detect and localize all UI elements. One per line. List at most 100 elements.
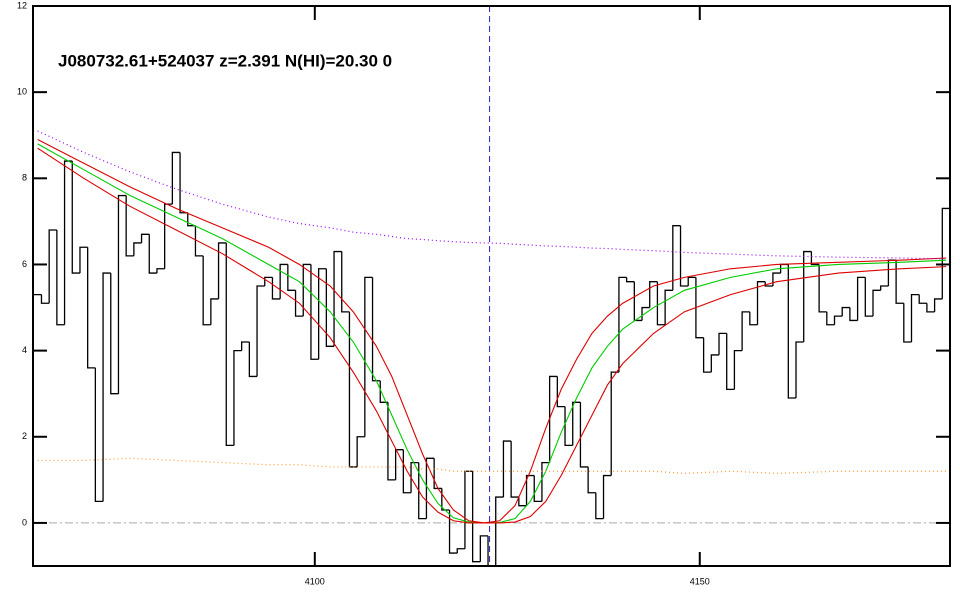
flux-step [148, 234, 157, 274]
dotted-curve [37, 130, 947, 260]
flux-step [125, 195, 134, 257]
flux-step [772, 272, 781, 286]
flux-step [225, 242, 234, 447]
flux-step [795, 341, 804, 398]
flux-step [826, 311, 835, 326]
flux-step [564, 406, 573, 447]
flux-step [140, 233, 150, 243]
flux-step [579, 402, 589, 468]
flux-step [341, 251, 350, 313]
flux-step [618, 276, 627, 373]
flux-step [533, 475, 542, 503]
flux-step [625, 277, 635, 283]
flux-step [310, 264, 319, 360]
flux-step [525, 474, 535, 506]
flux-step [664, 289, 673, 325]
flux-step [425, 457, 435, 519]
flux-step [171, 151, 181, 205]
flux-step [587, 466, 596, 494]
flux-step [556, 376, 566, 408]
flux-step [364, 276, 373, 437]
flux-step [110, 273, 119, 395]
flux-step [656, 281, 666, 326]
flux-step [864, 277, 874, 317]
y-tick-label: 0 [22, 517, 27, 527]
flux-step [548, 375, 558, 463]
flux-step [672, 225, 681, 291]
flux-step [302, 263, 311, 317]
flux-step [79, 246, 88, 274]
flux-step [679, 225, 689, 287]
flux-step [841, 306, 850, 317]
flux-step [40, 294, 50, 304]
flux-step [164, 203, 173, 269]
flux-step [756, 281, 766, 325]
flux-step [387, 402, 396, 481]
flux-step [441, 488, 450, 511]
plot-frame [32, 5, 951, 567]
flux-step [433, 458, 442, 490]
flux-step [602, 474, 612, 519]
flux-step [910, 293, 920, 342]
flux-step [880, 285, 889, 291]
y-tick-label: 6 [22, 259, 27, 269]
y-tick-label: 4 [22, 345, 27, 355]
flux-step [87, 247, 96, 369]
y-tick-label: 2 [22, 431, 27, 441]
flux-step [117, 194, 127, 394]
flux-step [194, 225, 204, 257]
flux-step [487, 535, 496, 566]
flux-step [356, 436, 365, 467]
flux-step [918, 294, 927, 304]
flux-step [856, 276, 866, 321]
flux-step [264, 276, 273, 286]
flux-step [202, 255, 211, 326]
flux-step [210, 298, 219, 325]
flux-step [818, 264, 827, 313]
flux-step [48, 229, 57, 304]
flux-step [941, 207, 950, 299]
flux-step [733, 349, 743, 390]
flux-step [718, 332, 727, 355]
x-tick-label: 4100 [305, 576, 325, 586]
flux-step [787, 264, 797, 399]
flux-step [294, 290, 304, 317]
flux-step [325, 268, 335, 347]
flux-step [710, 354, 720, 373]
flux-step [233, 349, 242, 446]
flux-step [595, 492, 604, 520]
flux-step [510, 441, 519, 498]
flux-step [102, 272, 111, 502]
flux-step [541, 461, 550, 502]
flux-step [479, 535, 489, 562]
flux-step [317, 268, 327, 360]
flux-step [333, 250, 342, 347]
flux-step [256, 285, 265, 377]
flux-step [749, 311, 758, 326]
flux-step [94, 367, 104, 503]
flux-step [872, 289, 881, 317]
flux-step [926, 303, 935, 313]
flux-step [241, 341, 250, 351]
x-tick-label: 4150 [690, 576, 710, 586]
flux-step [133, 242, 142, 256]
flux-step [849, 307, 858, 322]
flux-step [572, 401, 581, 446]
model-curve [37, 147, 947, 524]
y-tick-label: 10 [17, 87, 27, 97]
flux-step [741, 311, 750, 351]
flux-step [56, 230, 65, 326]
annotation: J080732.61+524037 z=2.391 N(HI)=20.30 0 [58, 51, 392, 70]
flux-step [695, 277, 704, 339]
flux-step [803, 250, 812, 342]
flux-step [63, 160, 73, 325]
flux-step [833, 315, 843, 325]
flux-step [687, 276, 696, 286]
flux-step [187, 212, 196, 227]
flux-step [702, 337, 712, 373]
flux-step [895, 260, 904, 304]
flux-step [903, 303, 912, 343]
flux-step [456, 548, 465, 554]
